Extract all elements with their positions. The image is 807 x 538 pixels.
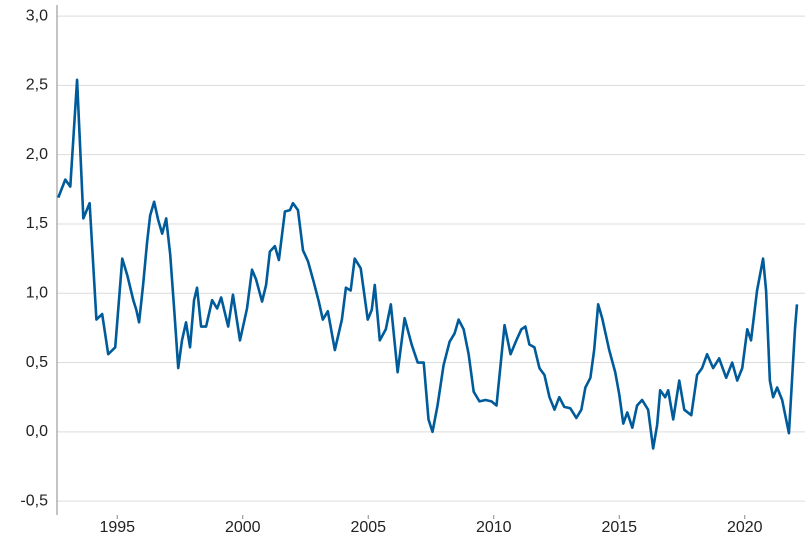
- y-tick-label: 2,5: [26, 77, 48, 94]
- data-line: [57, 78, 799, 450]
- y-tick-label: 1,5: [26, 215, 48, 232]
- x-tick-label: 2015: [601, 519, 637, 536]
- y-tick-label: -0,5: [20, 492, 48, 509]
- x-tick-label: 2020: [727, 519, 763, 536]
- x-tick-label: 2005: [350, 519, 386, 536]
- x-tick-label: 2000: [225, 519, 261, 536]
- y-tick-label: 0,0: [26, 423, 48, 440]
- x-tick-label: 1995: [99, 519, 135, 536]
- x-tick-label: 2010: [476, 519, 512, 536]
- y-tick-label: 1,0: [26, 284, 48, 301]
- y-tick-label: 2,0: [26, 146, 48, 163]
- y-tick-label: 0,5: [26, 354, 48, 371]
- y-tick-label: 3,0: [26, 7, 48, 24]
